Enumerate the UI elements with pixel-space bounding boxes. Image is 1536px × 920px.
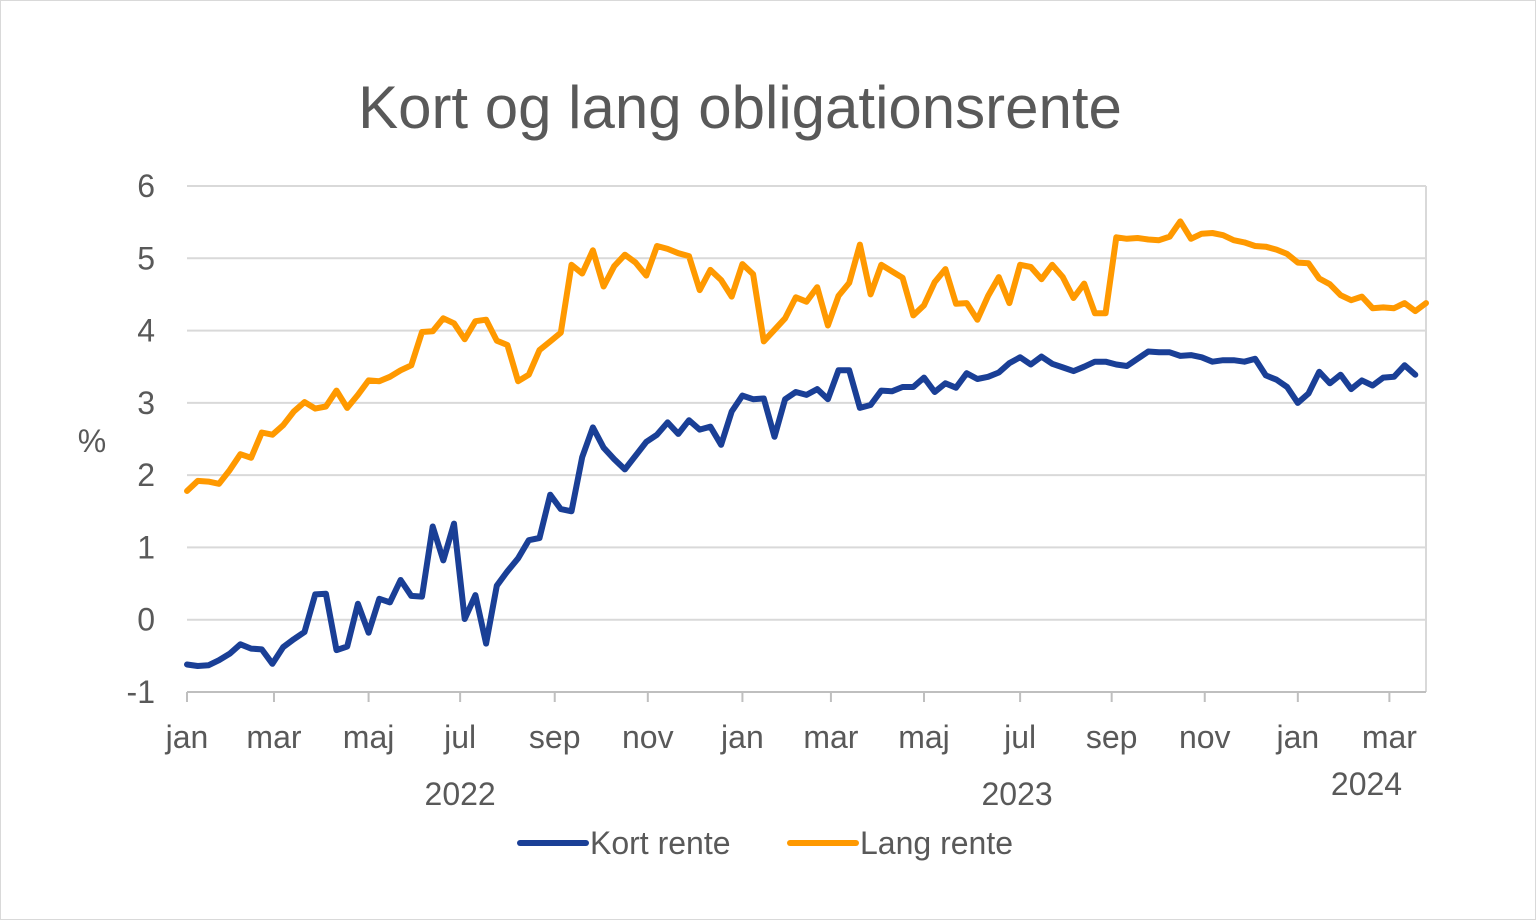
y-tick-label: 5 bbox=[137, 240, 155, 276]
y-tick-label: 6 bbox=[137, 168, 155, 204]
y-tick-label: -1 bbox=[127, 674, 155, 710]
x-year-label: 2022 bbox=[425, 776, 496, 812]
y-tick-label: 4 bbox=[137, 313, 155, 349]
y-axis-label: % bbox=[78, 423, 106, 459]
x-tick-label: mar bbox=[803, 719, 858, 755]
x-tick-label: sep bbox=[1086, 719, 1138, 755]
chart-title: Kort og lang obligationsrente bbox=[358, 74, 1122, 141]
x-tick-label: nov bbox=[1179, 719, 1231, 755]
series-line-kort-rente bbox=[184, 348, 1419, 669]
x-tick-label: jul bbox=[1003, 719, 1036, 755]
legend: Kort rente Lang rente bbox=[517, 825, 1013, 861]
x-tick-label: jan bbox=[1275, 719, 1319, 755]
x-tick-label: jan bbox=[720, 719, 764, 755]
x-tick-label: jul bbox=[443, 719, 476, 755]
legend-label: Lang rente bbox=[860, 825, 1013, 861]
gridlines bbox=[187, 185, 1427, 692]
x-tick-label: maj bbox=[343, 719, 395, 755]
x-tick-label: jan bbox=[165, 719, 209, 755]
x-tick-label: maj bbox=[898, 719, 950, 755]
x-year-label: 2024 bbox=[1331, 766, 1402, 802]
x-tick-label: sep bbox=[529, 719, 581, 755]
y-axis-ticks: -1 0 1 2 3 4 5 6 bbox=[127, 168, 155, 710]
y-tick-label: 0 bbox=[137, 602, 155, 638]
legend-label: Kort rente bbox=[590, 825, 731, 861]
series-line-lang-rente bbox=[184, 218, 1429, 494]
x-year-label: 2023 bbox=[981, 776, 1052, 812]
y-tick-label: 3 bbox=[137, 385, 155, 421]
y-tick-label: 2 bbox=[137, 457, 155, 493]
x-tick-label: mar bbox=[246, 719, 301, 755]
x-tick-label: mar bbox=[1362, 719, 1417, 755]
series-lines bbox=[184, 218, 1429, 669]
x-tick-label: nov bbox=[622, 719, 674, 755]
y-tick-label: 1 bbox=[137, 529, 155, 565]
x-axis: jan mar maj jul sep nov jan mar maj jul sep nov jan m… bbox=[165, 691, 1426, 812]
